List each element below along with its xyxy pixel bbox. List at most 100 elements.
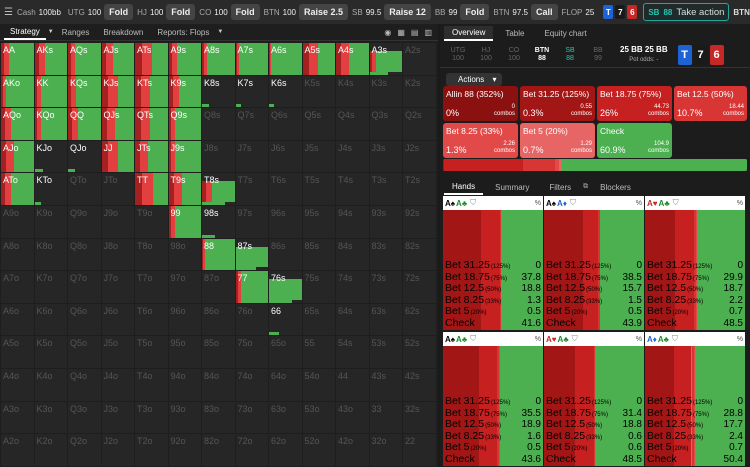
hand-cell-a4o[interactable]: A4o <box>1 369 34 401</box>
hand-cell-ats[interactable]: ATs <box>135 43 168 75</box>
hand-cell-83s[interactable]: 83s <box>369 238 402 271</box>
hand-cell-k9s[interactable]: K9s <box>168 75 201 108</box>
hand-cell-aks[interactable]: AKs <box>34 43 67 75</box>
action-option[interactable]: Bet 5 (20%) 0.7% 1.29 combos <box>520 123 595 158</box>
hand-cell-a7s[interactable]: A7s <box>235 43 268 75</box>
action-option[interactable]: Bet 8.25 (33%) 1.3% 2.26 combos <box>443 123 518 158</box>
combo-card[interactable]: A♠ A♣ ⛉% Bet 31.25 (125%) 0 Bet 18.75 (75%) 35.5… <box>443 332 543 466</box>
tab-filters[interactable]: Filters <box>549 182 572 192</box>
hand-cell-63o[interactable]: 63o <box>269 401 302 434</box>
compact-view-icon[interactable]: ▥ <box>424 27 432 37</box>
hand-cell-k3s[interactable]: K3s <box>369 75 402 108</box>
position-action[interactable]: Raise 12 <box>384 4 431 20</box>
hand-cell-ajo[interactable]: AJo <box>1 140 34 173</box>
hand-cell-42s[interactable]: 42s <box>403 369 436 401</box>
hand-cell-43o[interactable]: 43o <box>336 401 369 434</box>
hand-cell-kjo[interactable]: KJo <box>34 140 67 173</box>
position-next[interactable]: BTN <box>733 7 750 17</box>
history-seat[interactable]: BTN 88 <box>530 47 554 63</box>
hand-cell-75s[interactable]: 75s <box>302 271 335 303</box>
hand-cell-q6s[interactable]: Q6s <box>269 108 302 140</box>
position-btn[interactable]: BTN 97.5 Call <box>493 2 558 22</box>
hand-cell-63s[interactable]: 63s <box>369 303 402 336</box>
tab-summary[interactable]: Summary <box>495 182 530 192</box>
hand-cell-74s[interactable]: 74s <box>336 271 369 303</box>
take-action-button[interactable]: SB 88 Take action <box>643 3 730 21</box>
hand-cell-93o[interactable]: 93o <box>168 401 201 434</box>
hand-cell-q7o[interactable]: Q7o <box>68 271 101 303</box>
hand-cell-72s[interactable]: 72s <box>403 271 436 303</box>
hand-cell-q2s[interactable]: Q2s <box>403 108 436 140</box>
hand-cell-t6o[interactable]: T6o <box>135 303 168 336</box>
hand-cell-kjs[interactable]: KJs <box>101 75 134 108</box>
hand-cell-73s[interactable]: 73s <box>369 271 402 303</box>
tab-strategy[interactable]: Strategy <box>4 25 46 40</box>
hand-cell-q3o[interactable]: Q3o <box>68 401 101 434</box>
hand-cell-k7s[interactable]: K7s <box>235 75 268 108</box>
hand-cell-j2o[interactable]: J2o <box>101 434 134 466</box>
hand-cell-t7s[interactable]: T7s <box>235 173 268 205</box>
hand-cell-54o[interactable]: 54o <box>302 369 335 401</box>
hand-cell-87o[interactable]: 87o <box>202 271 235 303</box>
hand-cell-62o[interactable]: 62o <box>269 434 302 466</box>
action-option[interactable]: Allin 88 (352%) 0% 0 combos <box>443 86 518 121</box>
hand-cell-t5s[interactable]: T5s <box>302 173 335 205</box>
hand-cell-33[interactable]: 33 <box>369 401 402 434</box>
tab-overview[interactable]: Overview <box>444 25 494 41</box>
actions-dropdown[interactable]: Actions ▾ <box>446 71 744 87</box>
hand-cell-ako[interactable]: AKo <box>1 75 34 108</box>
hand-cell-86o[interactable]: 86o <box>202 303 235 336</box>
hand-cell-kto[interactable]: KTo <box>34 173 67 205</box>
hand-cell-j5s[interactable]: J5s <box>302 140 335 173</box>
hand-cell-64s[interactable]: 64s <box>336 303 369 336</box>
hand-cell-a6s[interactable]: A6s <box>269 43 302 75</box>
hand-cell-94s[interactable]: 94s <box>336 206 369 238</box>
history-seat[interactable]: BB 99 <box>586 47 610 63</box>
hand-cell-83o[interactable]: 83o <box>202 401 235 434</box>
hand-cell-65o[interactable]: 65o <box>269 336 302 368</box>
hand-cell-kqo[interactable]: KQo <box>34 108 67 140</box>
hand-cell-aa[interactable]: AA <box>1 43 34 75</box>
hand-cell-j7s[interactable]: J7s <box>235 140 268 173</box>
hand-cell-q4o[interactable]: Q4o <box>68 369 101 401</box>
combo-card[interactable]: A♥ A♣ ⛉% Bet 31.25 (125%) 0 Bet 18.75 (75%) 31.4… <box>544 332 644 466</box>
position-utg[interactable]: UTG 100 Fold <box>68 2 134 22</box>
hand-cell-j2s[interactable]: J2s <box>403 140 436 173</box>
hand-cell-j8s[interactable]: J8s <box>202 140 235 173</box>
tab-reports-flops[interactable]: Reports: Flops <box>157 27 210 37</box>
action-option[interactable]: Bet 12.5 (50%) 10.7% 18.44 combos <box>674 86 747 121</box>
hand-cell-a2s[interactable]: A2s <box>403 43 436 75</box>
hand-cell-97s[interactable]: 97s <box>235 206 268 238</box>
position-cash[interactable]: Cash 100bb <box>17 2 64 22</box>
hand-cell-j4s[interactable]: J4s <box>336 140 369 173</box>
position-flop[interactable]: FLOP 25 <box>562 2 598 22</box>
menu-icon[interactable]: ☰ <box>4 6 13 18</box>
hand-cell-k2s[interactable]: K2s <box>403 75 436 108</box>
tab-equity-chart[interactable]: Equity chart <box>544 28 587 38</box>
hand-cell-k8s[interactable]: K8s <box>202 75 235 108</box>
hand-cell-53o[interactable]: 53o <box>302 401 335 434</box>
hand-cell-92o[interactable]: 92o <box>168 434 201 466</box>
hand-cell-98o[interactable]: 98o <box>168 238 201 271</box>
tab-table[interactable]: Table <box>505 28 525 38</box>
hand-cell-k5o[interactable]: K5o <box>34 336 67 368</box>
copy-icon[interactable]: ⧉ <box>583 183 589 190</box>
hand-cell-q9o[interactable]: Q9o <box>68 206 101 238</box>
hand-cell-t6s[interactable]: T6s <box>269 173 302 205</box>
combo-card[interactable]: A♦ A♣ ⛉% Bet 31.25 (125%) 0 Bet 18.75 (75%) 28.8… <box>645 332 745 466</box>
hand-cell-k2o[interactable]: K2o <box>34 434 67 466</box>
hand-cell-k4o[interactable]: K4o <box>34 369 67 401</box>
position-hj[interactable]: HJ 100 Fold <box>137 2 196 22</box>
hand-cell-j9s[interactable]: J9s <box>168 140 201 173</box>
hand-cell-66[interactable]: 66 <box>269 303 302 336</box>
hand-cell-a4s[interactable]: A4s <box>336 43 369 75</box>
hand-cell-93s[interactable]: 93s <box>369 206 402 238</box>
hand-cell-k5s[interactable]: K5s <box>302 75 335 108</box>
hand-cell-j4o[interactable]: J4o <box>101 369 134 401</box>
hand-cell-j7o[interactable]: J7o <box>101 271 134 303</box>
action-option[interactable]: Check 60.9% 104.9 combos <box>597 123 672 158</box>
hand-cell-j3s[interactable]: J3s <box>369 140 402 173</box>
hand-cell-94o[interactable]: 94o <box>168 369 201 401</box>
hand-cell-k4s[interactable]: K4s <box>336 75 369 108</box>
hand-cell-t5o[interactable]: T5o <box>135 336 168 368</box>
